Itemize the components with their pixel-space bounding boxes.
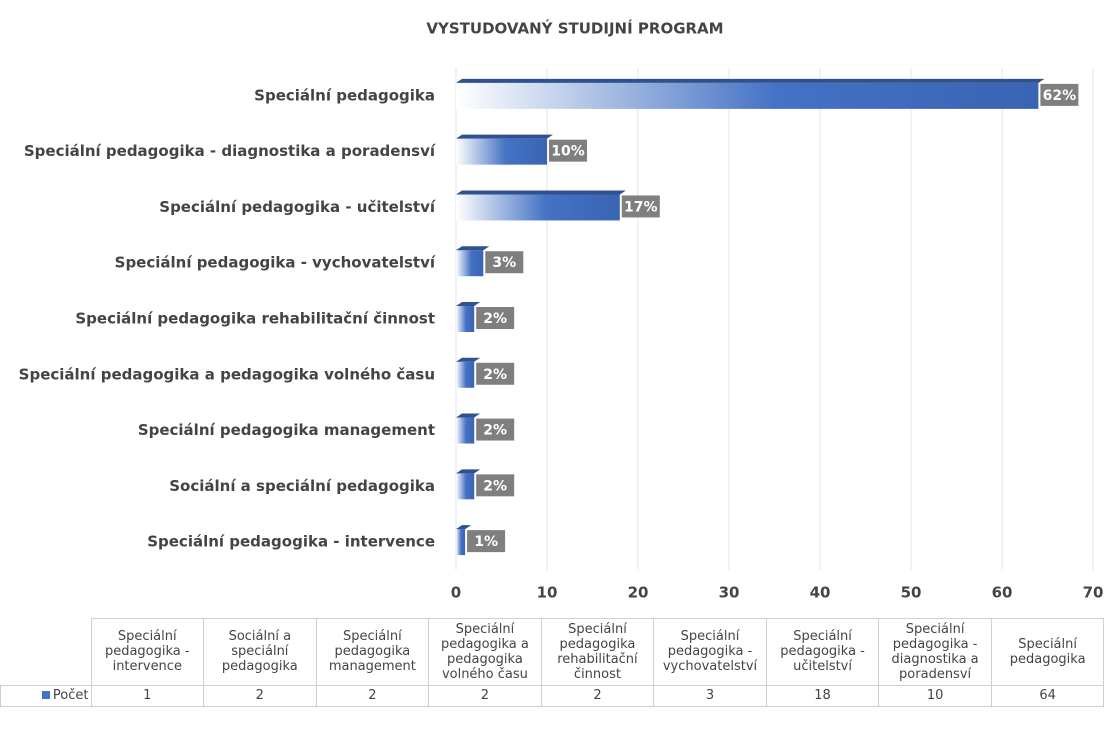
chart-title: VYSTUDOVANÝ STUDIJNÍ PROGRAM [426,19,723,38]
bar [456,82,1039,109]
bar-top [456,469,481,474]
table-value: 10 [878,684,992,707]
y-tick-label: Speciální pedagogika - učitelství [159,198,436,216]
bar [456,529,466,556]
x-tick-label: 50 [901,584,922,602]
chart: VYSTUDOVANÝ STUDIJNÍ PROGRAM 0 10 20 30 40 50… [19,19,1104,602]
bar-top [456,78,1045,83]
y-tick-label: Speciální pedagogika [254,86,435,104]
table-value: 18 [765,684,880,707]
y-tick-label: Speciální pedagogika - diagnostika a por… [24,142,436,160]
x-tick-label: 10 [537,584,558,602]
table-value: 1 [90,684,205,707]
x-tick-label: 60 [992,584,1013,602]
bar [456,361,475,388]
legend-label: Počet [52,688,89,703]
label-box [549,139,587,162]
bar [456,417,475,444]
y-tick-label: Speciální pedagogika management [138,421,435,439]
bar [456,194,620,221]
data-label: 1% [474,534,498,550]
label-box [1040,83,1079,106]
x-tick-label: 40 [810,584,831,602]
table-value: 2 [428,684,542,707]
bar [456,473,475,500]
bar-top [456,190,626,195]
x-tick-label: 0 [451,584,461,602]
data-label: 17% [624,199,658,215]
table-value: 3 [653,684,767,707]
table-value: 2 [315,684,430,707]
y-tick-label: Speciální pedagogika rehabilitační činno… [75,310,435,328]
data-label: 10% [551,144,585,160]
table-value: 2 [540,684,655,707]
bar [456,250,484,277]
label-box [467,530,506,553]
bar-top [456,413,481,418]
label-box [485,251,524,274]
column-header: Speciální pedagogika - intervence [90,618,205,686]
data-table: Speciální pedagogika - intervence Sociáln… [0,618,1105,707]
column-header: Speciální pedagogika management [315,618,430,686]
label-box [476,474,515,497]
x-tick-label: 30 [719,584,740,602]
bar-top [456,246,490,251]
column-header: Speciální pedagogika a pedagogika volnéh… [428,618,542,686]
y-tick-label: Sociální a speciální pedagogika [169,477,435,495]
bar [456,306,475,332]
x-tick-label: 70 [1083,584,1104,602]
bar-top [456,357,481,362]
y-tick-label: Speciální pedagogika a pedagogika volnéh… [19,365,435,383]
bar-top [456,134,553,139]
bar-top [456,525,472,530]
legend-key [41,691,50,699]
label-box [476,418,515,441]
column-header: Speciální pedagogika - vychovatelství [653,618,767,686]
column-header: Speciální pedagogika - učitelství [765,618,880,686]
y-tick-label: Speciální pedagogika - vychovatelství [115,254,436,272]
data-label: 62% [1043,88,1077,104]
data-label: 2% [483,423,507,439]
column-header: Speciální pedagogika rehabilitační činno… [540,618,655,686]
label-box [476,362,515,385]
table-value: 2 [203,684,317,707]
header-row: Speciální pedagogika - intervence Sociáln… [0,618,1105,686]
column-header: Sociální a speciální pedagogika [203,618,317,686]
y-tick-label: Speciální pedagogika - intervence [147,533,435,551]
column-header: Speciální pedagogika [990,618,1105,686]
label-box [476,307,515,329]
data-label: 2% [483,311,507,327]
column-header: Speciální pedagogika - diagnostika a por… [878,618,992,686]
bar-top [456,302,481,306]
data-row: Počet 1 2 2 2 2 3 18 10 64 [0,684,1105,707]
row-header: Počet [0,684,92,707]
label-box [621,195,660,218]
data-label: 2% [483,367,507,383]
x-tick-label: 20 [628,584,649,602]
data-label: 2% [483,478,507,494]
data-label: 3% [492,255,516,271]
bar [456,138,547,165]
corner [0,618,92,685]
table-value: 64 [990,684,1105,707]
